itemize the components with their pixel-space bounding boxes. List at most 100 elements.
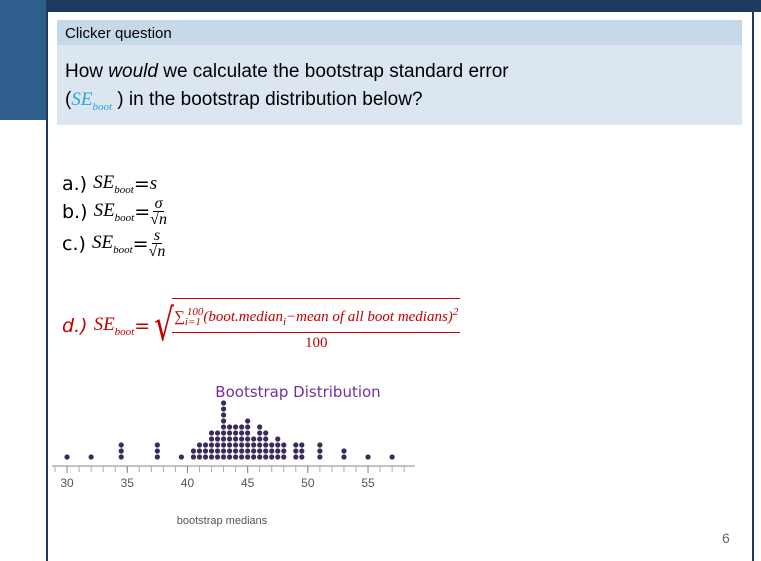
dot (220, 430, 227, 436)
option-c: c.) SEboot = s √n (62, 227, 165, 260)
denominator: 100 (305, 335, 328, 351)
dot (239, 436, 245, 442)
page-number: 6 (722, 530, 730, 546)
dot-column (269, 442, 275, 460)
equals: = (134, 200, 151, 223)
label: d.) (62, 314, 88, 337)
chart-title: Bootstrap Distribution (215, 383, 380, 401)
right-border (752, 0, 754, 561)
term: −mean of all boot medians) (286, 309, 453, 325)
dot (233, 436, 239, 442)
symbol-sub: boot (92, 100, 112, 113)
dot (196, 448, 203, 454)
dot-column (208, 430, 215, 460)
dot (263, 448, 269, 454)
dot (251, 454, 257, 460)
dot (245, 442, 251, 448)
dot (226, 436, 233, 442)
dot (281, 448, 287, 454)
dot-column (251, 436, 257, 460)
symbol: SE (93, 199, 115, 221)
dot (299, 442, 305, 448)
dot (220, 448, 227, 454)
dot (178, 454, 185, 460)
text: How (65, 61, 109, 82)
text: we calculate the bootstrap standard erro… (157, 61, 509, 82)
dot (293, 448, 299, 454)
dot-column (154, 442, 160, 460)
left-border (46, 0, 48, 561)
dot-column (88, 454, 94, 460)
dot (214, 442, 221, 448)
x-tick-label: 55 (361, 476, 375, 490)
value: s (149, 172, 158, 194)
dot (214, 430, 221, 436)
power: 2 (452, 306, 459, 318)
option-a: a.) SEboot = s (62, 172, 157, 196)
dot (220, 442, 227, 448)
dot (275, 442, 281, 448)
dot (341, 454, 347, 460)
dot (220, 418, 227, 424)
dot (317, 448, 323, 454)
symbol: SE (71, 89, 93, 110)
dot-column (317, 442, 323, 460)
top-bar (0, 0, 761, 12)
dot (257, 430, 263, 436)
dot (196, 454, 203, 460)
dot (226, 454, 233, 460)
symbol-sub: boot (114, 183, 134, 196)
dot (281, 454, 287, 460)
dot (220, 424, 227, 430)
dot-column (263, 430, 269, 460)
numerator: s (151, 227, 163, 244)
dot (239, 442, 245, 448)
dot-column (118, 442, 124, 460)
dot-column (226, 424, 233, 460)
dot-column (196, 442, 203, 460)
dot-column (293, 442, 299, 460)
dot-column (245, 418, 251, 460)
dot (118, 448, 124, 454)
option-b: b.) SEboot = σ √n (62, 196, 167, 228)
label: a.) (62, 172, 88, 195)
dot (239, 430, 245, 436)
dot (88, 454, 94, 460)
dot (365, 454, 371, 460)
dot (208, 442, 215, 448)
dot-column (178, 454, 185, 460)
dot (190, 454, 197, 460)
dot-column (299, 442, 305, 460)
dot (202, 454, 209, 460)
dot (275, 448, 281, 454)
dot (190, 448, 197, 454)
dot (389, 454, 395, 460)
dot (154, 448, 160, 454)
dot (118, 454, 124, 460)
dot (257, 424, 263, 430)
dot (239, 454, 245, 460)
text: ) in the bootstrap distribution below? (112, 89, 423, 110)
x-tick-label: 35 (121, 476, 135, 490)
dot-column (64, 454, 70, 460)
equals: = (133, 172, 150, 195)
label: b.) (62, 200, 88, 223)
dot (257, 436, 263, 442)
dot (251, 436, 257, 442)
dot (202, 442, 209, 448)
dot (214, 436, 221, 442)
dot (317, 442, 323, 448)
dot (341, 448, 347, 454)
dot (263, 442, 269, 448)
dot (220, 412, 227, 418)
dot (196, 442, 203, 448)
x-tick-label: 40 (181, 476, 195, 490)
left-bar (0, 0, 47, 120)
symbol-sub: boot (114, 211, 135, 224)
dot-column (389, 454, 395, 460)
symbol-sub: boot (113, 243, 133, 256)
dot (154, 454, 160, 460)
emphasis: would (108, 61, 158, 82)
equals: = (134, 314, 151, 337)
x-tick-label: 50 (301, 476, 315, 490)
